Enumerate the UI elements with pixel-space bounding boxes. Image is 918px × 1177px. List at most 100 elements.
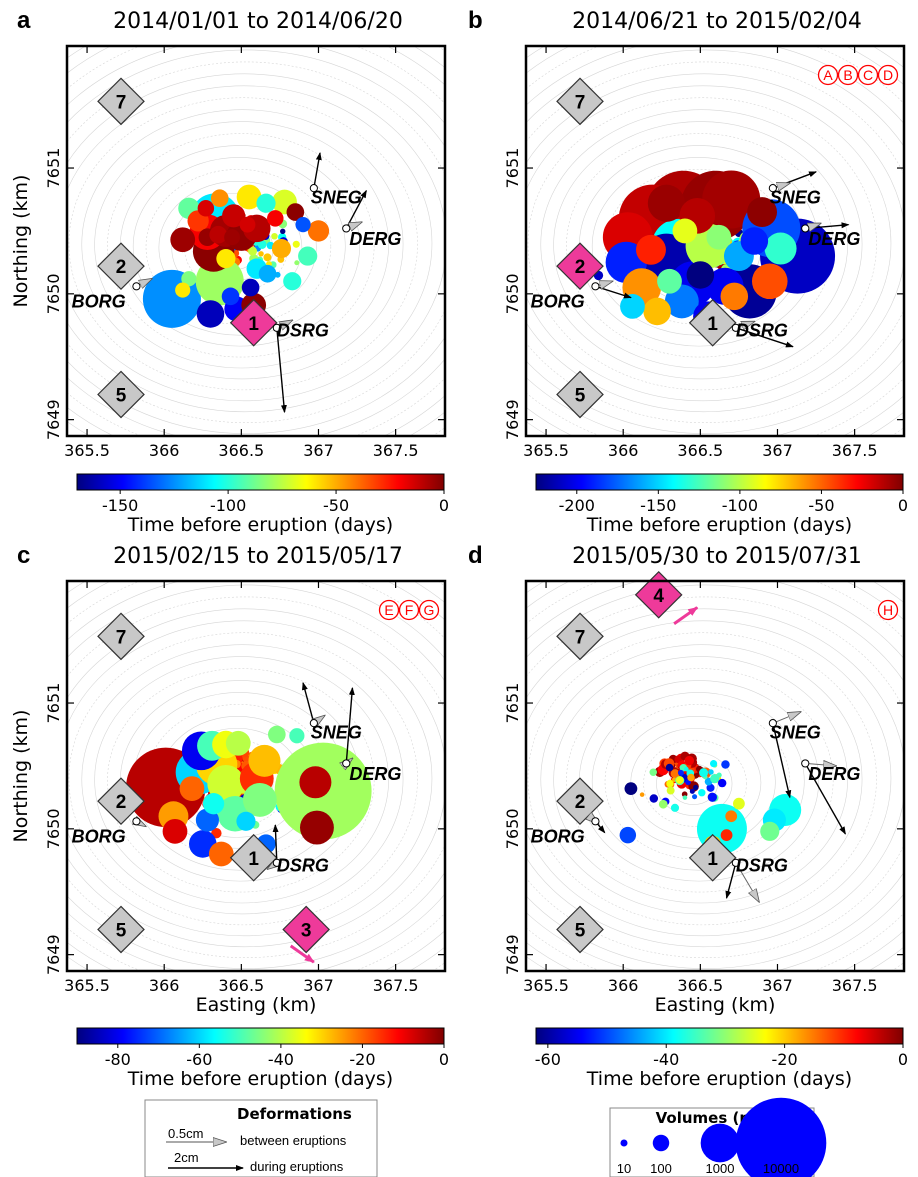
- eruption-site-7: 7: [97, 612, 145, 661]
- volume-size-label: 1000: [706, 1161, 735, 1176]
- x-tick-label: 367: [762, 976, 793, 995]
- volume-size-circle: [620, 1139, 628, 1147]
- deformation-legend: Deformations 0.5cm between eruptions 2cm dur…: [144, 1099, 378, 1177]
- diamond-marker: [97, 777, 145, 826]
- seismic-event: [619, 826, 637, 844]
- eruption-site-label: 7: [575, 627, 586, 648]
- colorbar-label: Time before eruption (days): [586, 1068, 852, 1090]
- gps-station-dot: [591, 817, 600, 826]
- eruption-site-2: 2: [97, 242, 145, 291]
- deformation-during-arrow: [772, 723, 792, 799]
- legend-scale-label: 0.5cm: [168, 1126, 203, 1141]
- diamond-marker: [688, 298, 737, 347]
- x-tick-label: 367.5: [373, 976, 419, 995]
- seismic-event: [639, 792, 645, 797]
- seismic-event: [647, 184, 685, 222]
- seismic-event: [687, 773, 695, 782]
- volume-size-circle: [652, 1134, 670, 1152]
- gps-station-dot: [731, 323, 740, 332]
- deformation-during-arrow: [735, 327, 794, 348]
- gps-station-label: BORG: [72, 827, 126, 847]
- events: [619, 751, 802, 854]
- x-tick-label: 365.5: [523, 441, 569, 460]
- seismic-event: [670, 803, 680, 812]
- seismic-event: [677, 769, 684, 776]
- y-tick-label: 7649: [44, 934, 63, 975]
- gps-station-dot: [768, 719, 777, 728]
- deformation-during-arrow: [345, 686, 355, 764]
- seismic-event: [702, 170, 761, 229]
- seismic-event: [747, 197, 778, 228]
- colorbar-tick-label: -50: [323, 496, 349, 515]
- annotation-letter: G: [424, 602, 435, 618]
- x-tick-label: 365.5: [64, 441, 110, 460]
- annotation-letter: A: [823, 67, 833, 83]
- diamond-marker: [556, 370, 604, 419]
- seismic-event: [720, 282, 749, 311]
- seismic-event: [670, 769, 680, 779]
- eruption-site-7: 7: [556, 612, 604, 661]
- gps-station-dot: [132, 282, 141, 291]
- seismic-event: [649, 794, 659, 803]
- eruption-site-1: 1: [688, 298, 737, 347]
- seismic-event: [624, 782, 638, 795]
- seismic-event: [179, 776, 205, 801]
- gps-station-label: SNEG: [311, 187, 362, 207]
- panel-letter: c: [17, 542, 30, 569]
- x-axis-label: Easting (km): [655, 994, 776, 1016]
- seismic-event: [175, 282, 191, 298]
- seismic-event: [208, 841, 234, 867]
- seismic-event: [692, 794, 698, 800]
- seismic-event: [751, 263, 788, 300]
- gps-station-dot: [272, 323, 281, 332]
- seismic-event: [170, 227, 196, 253]
- y-tick-label: 7651: [44, 148, 63, 189]
- seismic-event: [257, 240, 267, 249]
- seismic-event: [225, 730, 251, 756]
- annotation-circle: [378, 599, 400, 621]
- eruption-site-label: 1: [707, 314, 718, 335]
- eruption-site-label: 5: [116, 920, 127, 941]
- panel-letter: d: [468, 542, 483, 569]
- gps-station-label: BORG: [531, 292, 585, 312]
- seismic-event: [657, 268, 682, 294]
- y-tick-label: 7649: [503, 399, 522, 440]
- x-tick-label: 367.5: [832, 976, 878, 995]
- plot-frame: [524, 44, 906, 438]
- volume-size-circle: [735, 1097, 827, 1177]
- eruption-site-label: 7: [116, 92, 127, 113]
- seismic-event: [725, 810, 738, 823]
- colorbar-tick-label: -100: [722, 496, 758, 515]
- deformation-during-arrow: [276, 327, 287, 414]
- gps-station-dot: [132, 817, 141, 826]
- y-tick-label: 7649: [503, 934, 522, 975]
- eruption-site-3: 3: [282, 905, 330, 954]
- volume-size-label: 10000: [763, 1161, 799, 1176]
- seismic-event: [210, 189, 229, 208]
- gps-station-label: DSRG: [736, 856, 788, 876]
- seismic-event: [675, 776, 684, 784]
- eruption-site-label: 3: [301, 920, 312, 941]
- colorbar-gradient: [535, 1027, 904, 1045]
- colorbar-label: Time before eruption (days): [586, 514, 852, 536]
- eruption-site-4: 4: [634, 570, 683, 619]
- seismic-event: [721, 760, 730, 769]
- gps-station-label: DSRG: [736, 321, 788, 341]
- seismic-event: [716, 772, 722, 778]
- legend-box: [144, 1099, 378, 1177]
- eruption-site-2: 2: [556, 242, 604, 291]
- x-axis-label: Easting (km): [196, 994, 317, 1016]
- seismic-event: [666, 779, 674, 788]
- seismic-event: [649, 768, 657, 776]
- events: [126, 725, 372, 867]
- seismic-event: [295, 217, 311, 233]
- panel-title: 2015/05/30 to 2015/07/31: [572, 544, 862, 569]
- colorbar-tick-label: -150: [102, 496, 138, 515]
- gps-station-label: SNEG: [770, 187, 821, 207]
- eruption-direction-arrow: [289, 944, 315, 964]
- legend-row-label: between eruptions: [240, 1133, 347, 1148]
- deformation-between-arrow: [735, 862, 759, 902]
- y-tick-label: 7651: [503, 148, 522, 189]
- annotation-letter: F: [405, 602, 414, 618]
- x-tick-label: 366: [608, 976, 639, 995]
